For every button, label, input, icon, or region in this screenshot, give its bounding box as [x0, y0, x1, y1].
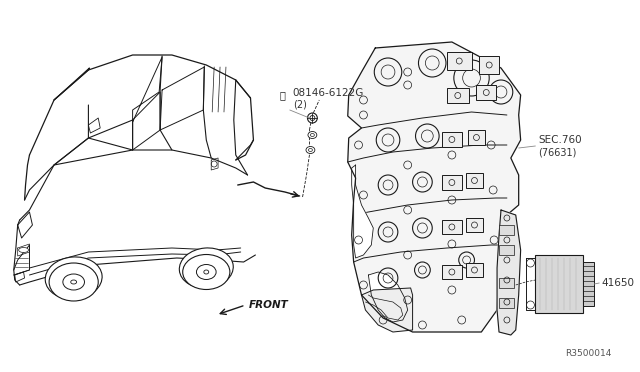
Bar — [499, 278, 514, 288]
Polygon shape — [362, 288, 413, 332]
Text: FRONT: FRONT — [248, 300, 288, 310]
Ellipse shape — [49, 263, 98, 301]
Polygon shape — [497, 210, 521, 335]
Bar — [466, 218, 483, 232]
Polygon shape — [351, 165, 373, 258]
Ellipse shape — [19, 247, 29, 253]
Polygon shape — [348, 42, 521, 332]
Bar — [447, 88, 468, 103]
Text: Ⓐ: Ⓐ — [280, 90, 286, 100]
Ellipse shape — [45, 257, 102, 299]
Bar — [447, 52, 472, 70]
Bar — [442, 132, 461, 147]
Bar — [479, 56, 499, 74]
Text: SEC.760: SEC.760 — [538, 135, 582, 145]
Text: (76631): (76631) — [538, 147, 577, 157]
Bar — [499, 225, 514, 235]
Ellipse shape — [306, 147, 315, 154]
Ellipse shape — [71, 280, 77, 284]
Ellipse shape — [308, 131, 317, 138]
Bar — [468, 130, 485, 145]
Ellipse shape — [196, 264, 216, 279]
Bar — [466, 173, 483, 188]
Bar — [442, 220, 461, 234]
Polygon shape — [369, 272, 408, 322]
Text: (2): (2) — [292, 99, 307, 109]
Ellipse shape — [310, 115, 315, 121]
Text: 41650: 41650 — [601, 278, 634, 288]
Bar — [582, 262, 595, 306]
Text: R3500014: R3500014 — [564, 349, 611, 358]
Bar — [442, 175, 461, 190]
Bar — [499, 245, 514, 255]
Ellipse shape — [308, 148, 312, 151]
Bar — [466, 263, 483, 277]
Ellipse shape — [310, 134, 314, 137]
Ellipse shape — [204, 270, 209, 274]
Bar — [442, 265, 461, 279]
Ellipse shape — [307, 113, 317, 123]
Ellipse shape — [179, 248, 233, 288]
FancyBboxPatch shape — [536, 255, 582, 313]
Text: 08146-6122G: 08146-6122G — [292, 88, 364, 98]
Ellipse shape — [63, 274, 84, 290]
Ellipse shape — [182, 254, 230, 289]
Bar — [499, 298, 514, 308]
Bar — [476, 85, 496, 100]
